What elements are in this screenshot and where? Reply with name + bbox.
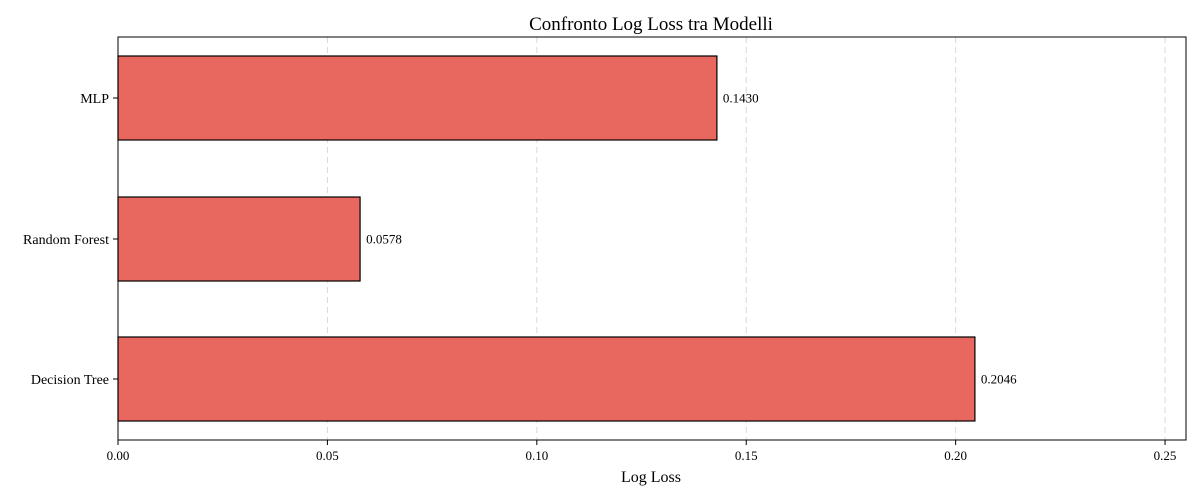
x-tick-label: 0.15 xyxy=(735,448,758,463)
bar-mlp xyxy=(117,55,718,141)
x-axis-label: Log Loss xyxy=(621,469,681,486)
chart-title: Confronto Log Loss tra Modelli xyxy=(529,14,773,35)
bar-random-forest xyxy=(117,196,361,282)
x-tick-label: 0.10 xyxy=(525,448,548,463)
bars xyxy=(117,55,976,422)
x-tick-label: 0.00 xyxy=(107,448,130,463)
bar-decision-tree xyxy=(117,336,976,422)
data-label: 0.1430 xyxy=(723,91,759,106)
y-category-label: MLP xyxy=(80,92,109,107)
y-category-label: Random Forest xyxy=(23,233,109,248)
data-label: 0.0578 xyxy=(366,232,402,247)
data-label: 0.2046 xyxy=(981,372,1017,387)
data-labels: 0.1430 0.0578 0.2046 xyxy=(366,91,1017,387)
y-category-label: Decision Tree xyxy=(31,373,109,388)
x-tick-label: 0.20 xyxy=(944,448,967,463)
x-tick-label: 0.25 xyxy=(1154,448,1177,463)
y-axis-ticks: MLP Random Forest Decision Tree xyxy=(23,92,118,388)
x-axis-ticks: 0.00 0.05 0.10 0.15 0.20 0.25 xyxy=(107,440,1177,463)
x-tick-label: 0.05 xyxy=(316,448,339,463)
